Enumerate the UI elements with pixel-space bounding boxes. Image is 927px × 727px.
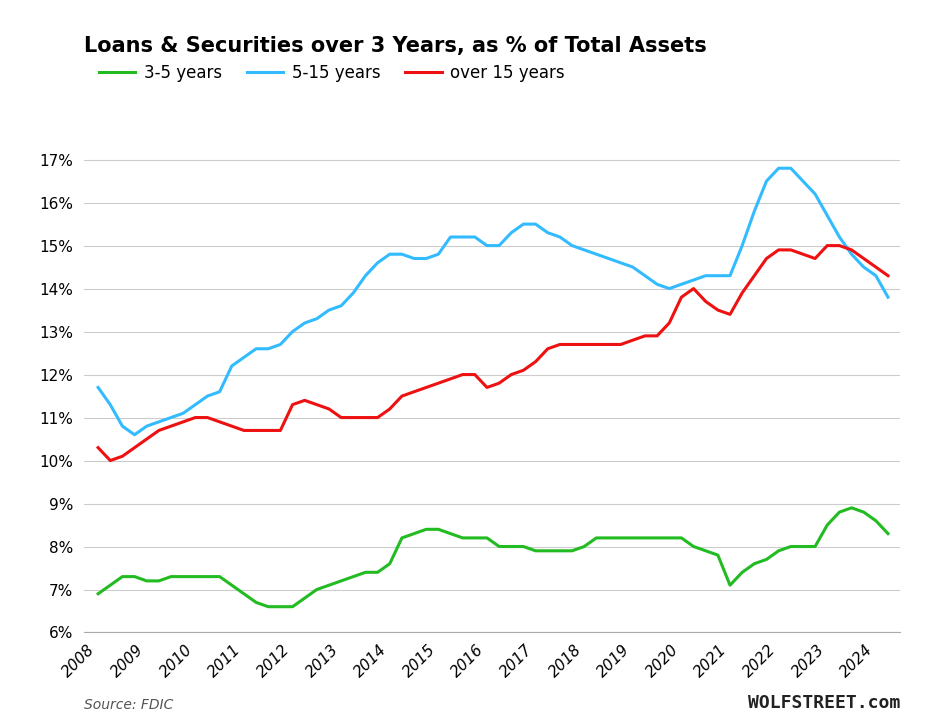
- Legend: 3-5 years, 5-15 years, over 15 years: 3-5 years, 5-15 years, over 15 years: [92, 57, 571, 89]
- 3-5 years: [153, 577, 164, 585]
- 3-5 years: [724, 581, 735, 590]
- 3-5 years: [444, 529, 455, 538]
- Line: over 15 years: over 15 years: [98, 246, 887, 460]
- 3-5 years: [262, 603, 273, 611]
- 5-15 years: [457, 233, 468, 241]
- 5-15 years: [129, 430, 140, 439]
- 5-15 years: [724, 271, 735, 280]
- Line: 3-5 years: 3-5 years: [98, 508, 887, 607]
- Line: 5-15 years: 5-15 years: [98, 168, 887, 435]
- over 15 years: [165, 422, 176, 430]
- 5-15 years: [348, 289, 359, 297]
- 3-5 years: [93, 590, 104, 598]
- 5-15 years: [772, 164, 783, 172]
- 5-15 years: [165, 413, 176, 422]
- over 15 years: [93, 443, 104, 452]
- 3-5 years: [845, 504, 857, 513]
- Text: Loans & Securities over 3 Years, as % of Total Assets: Loans & Securities over 3 Years, as % of…: [83, 36, 705, 57]
- 3-5 years: [882, 529, 893, 538]
- 5-15 years: [444, 233, 455, 241]
- over 15 years: [724, 310, 735, 318]
- 3-5 years: [457, 534, 468, 542]
- 5-15 years: [93, 383, 104, 392]
- over 15 years: [457, 370, 468, 379]
- Text: Source: FDIC: Source: FDIC: [83, 699, 172, 712]
- over 15 years: [820, 241, 832, 250]
- Text: WOLFSTREET.com: WOLFSTREET.com: [747, 694, 899, 712]
- over 15 years: [298, 396, 310, 405]
- over 15 years: [105, 456, 116, 465]
- over 15 years: [444, 374, 455, 383]
- 3-5 years: [348, 572, 359, 581]
- 5-15 years: [298, 318, 310, 327]
- 3-5 years: [298, 594, 310, 603]
- over 15 years: [882, 271, 893, 280]
- 5-15 years: [882, 293, 893, 302]
- over 15 years: [348, 413, 359, 422]
